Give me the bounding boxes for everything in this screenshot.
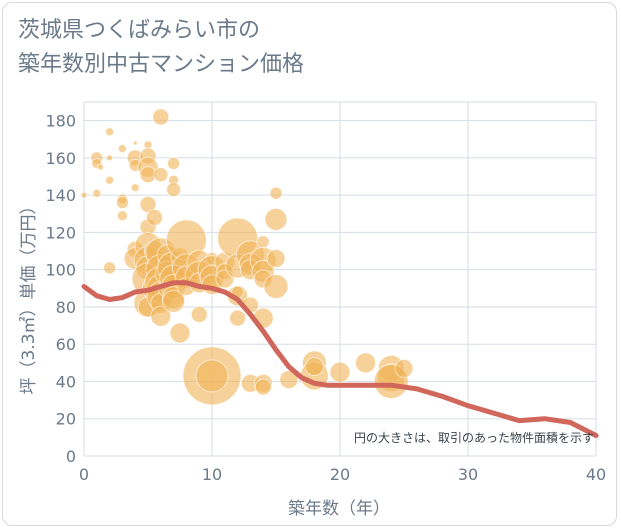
y-tick-label: 20: [56, 410, 76, 429]
x-tick-label: 0: [79, 465, 89, 484]
bubble-point: [264, 207, 288, 231]
bubble-point: [103, 261, 117, 275]
x-tick-label: 10: [202, 465, 222, 484]
bubble-point: [229, 309, 247, 327]
bubble-point: [153, 167, 169, 183]
bubble-point: [266, 249, 286, 269]
bubble-point: [105, 127, 115, 137]
x-tick-label: 30: [458, 465, 478, 484]
y-tick-label: 0: [66, 447, 76, 466]
x-tick-label: 20: [330, 465, 350, 484]
bubble-point: [355, 352, 377, 374]
y-tick-label: 180: [45, 112, 76, 131]
size-note: 円の大きさは、取引のあった物件面積を示す: [354, 430, 594, 445]
bubble-point: [132, 140, 138, 146]
bubble-point: [145, 209, 163, 227]
bubble-point: [92, 188, 102, 198]
bubble-point: [166, 182, 182, 198]
bubble-point: [263, 273, 289, 299]
bubble-point: [279, 370, 299, 390]
bubble-point: [152, 108, 170, 126]
y-axis-label: 坪（3.3㎡）単価（万円）: [19, 197, 39, 394]
bubble-point: [269, 186, 283, 200]
trend-line: [81, 280, 599, 438]
bubble-point: [195, 359, 229, 393]
bubble-point: [115, 196, 129, 210]
chart-title-line2: 築年数別中古マンション価格: [18, 52, 305, 77]
y-tick-label: 120: [45, 223, 76, 242]
bubble-point: [150, 305, 172, 327]
y-tick-label: 140: [45, 186, 76, 205]
bubble-point: [162, 289, 186, 313]
bubble-point: [167, 156, 181, 170]
bubble-point: [304, 357, 324, 377]
bubble-point: [254, 378, 272, 396]
y-tick-label: 80: [56, 298, 76, 317]
y-tick-label: 160: [45, 149, 76, 168]
bubble-point: [190, 305, 208, 323]
bubble-point: [97, 163, 105, 171]
x-axis-label: 築年数（年）: [288, 499, 390, 519]
chart-title-line1: 茨城県つくばみらい市の: [18, 18, 261, 43]
y-tick-label: 100: [45, 261, 76, 280]
y-tick-label: 40: [56, 372, 76, 391]
bubble-point: [105, 175, 115, 185]
bubble-point: [80, 191, 88, 199]
bubble-point: [106, 154, 114, 162]
bubble-point: [116, 210, 128, 222]
x-tick-label: 40: [586, 465, 606, 484]
chart-title: 茨城県つくばみらい市の 築年数別中古マンション価格: [18, 14, 578, 82]
bubble-layer: [80, 108, 414, 406]
bubble-point: [394, 358, 414, 378]
bubble-point: [256, 235, 270, 249]
y-tick-label: 60: [56, 335, 76, 354]
bubble-point: [329, 361, 351, 383]
bubble-point: [117, 144, 127, 154]
bubble-point: [130, 183, 140, 193]
axes-layer: 0 10 20 30 40 0 20 40 60 80 100 120 140 160 180: [45, 112, 606, 484]
bubble-point: [169, 322, 191, 344]
